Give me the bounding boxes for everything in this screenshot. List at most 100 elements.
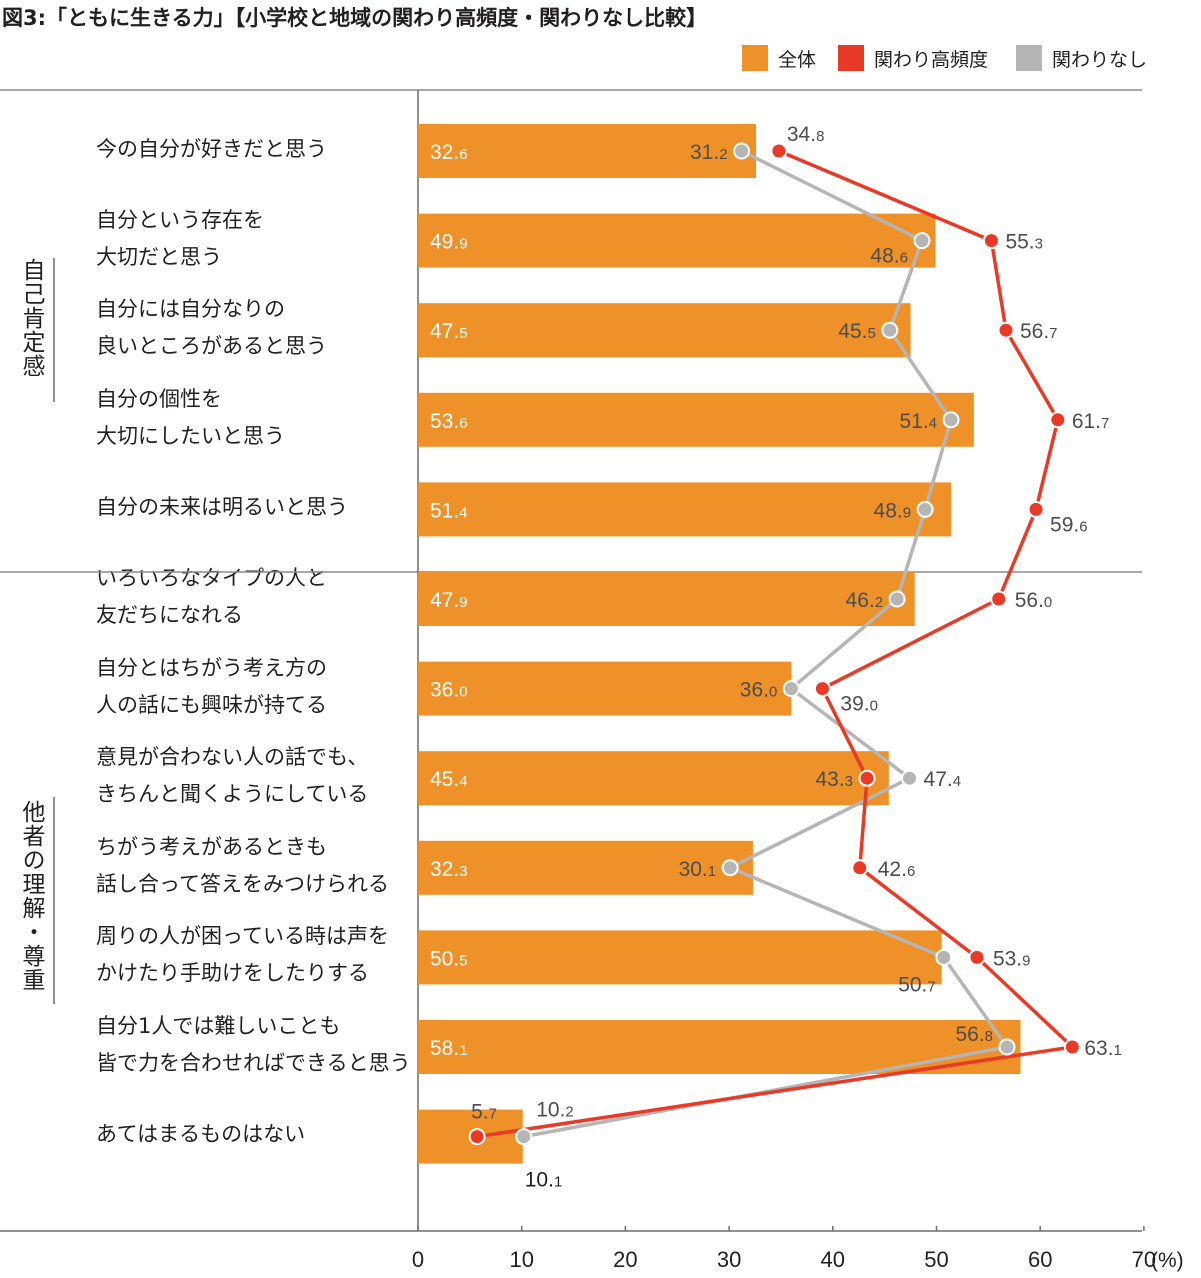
bar-value-label: 53.6 xyxy=(430,410,468,433)
category-label: あてはまるものはない xyxy=(96,1122,306,1147)
bar-value-label: 47.5 xyxy=(430,320,468,343)
point-label-no-engagement: 31.2 xyxy=(690,141,728,164)
line-no-engagement xyxy=(523,149,1009,1139)
bar-overall xyxy=(418,572,915,626)
bar-value-label: 47.9 xyxy=(430,589,468,612)
x-tick-label: 0 xyxy=(412,1247,424,1272)
point-high-engagement xyxy=(982,232,1000,250)
point-no-engagement xyxy=(888,590,906,608)
point-label-no-engagement: 51.4 xyxy=(899,410,937,433)
legend-label-high-engagement: 関わり高頻度 xyxy=(874,48,989,71)
point-label-no-engagement: 50.7 xyxy=(898,973,936,996)
bar-value-label: 32.3 xyxy=(430,858,468,881)
point-high-engagement xyxy=(813,680,831,698)
category-label: ちがう考えがあるときも 話し合って答えをみつけられる xyxy=(96,834,389,896)
legend-swatch-high-engagement xyxy=(838,45,864,71)
bar-value-label: 58.1 xyxy=(430,1037,468,1060)
point-high-engagement xyxy=(968,948,986,966)
point-label-no-engagement: 46.2 xyxy=(846,589,884,612)
point-label-high-engagement: 56.7 xyxy=(1020,320,1058,343)
point-label-high-engagement: 55.3 xyxy=(1005,231,1043,254)
x-tick-label: 70 xyxy=(1132,1247,1156,1272)
bar-overall xyxy=(418,482,952,537)
bar-value-label: 32.6 xyxy=(430,141,468,164)
bar-value-label: 51.4 xyxy=(430,499,468,522)
category-label: 周りの人が困っている時は声を かけたり手助けをしたりする xyxy=(96,924,389,986)
bar-overall xyxy=(418,1020,1021,1074)
category-label: 自分という存在を 大切だと思う xyxy=(96,207,264,269)
category-label: 自分の未来は明るいと思う xyxy=(96,494,348,519)
group-label-self-esteem: 自己肯定感 xyxy=(18,258,44,378)
category-label: 意見が合わない人の話でも、 きちんと聞くようにしている xyxy=(96,745,369,807)
bar-overall xyxy=(418,392,974,447)
legend-item-high-engagement: 関わり高頻度 xyxy=(838,44,988,72)
point-no-engagement xyxy=(913,232,931,250)
line-high-engagement xyxy=(476,149,1075,1139)
point-label-high-engagement: 56.0 xyxy=(1015,589,1053,612)
point-label-high-engagement: 42.6 xyxy=(878,858,916,881)
x-tick-label: 50 xyxy=(924,1247,948,1272)
x-tick-label: 60 xyxy=(1028,1247,1052,1272)
point-high-engagement xyxy=(1063,1038,1081,1056)
category-label: いろいろなタイプの人と 友だちになれる xyxy=(96,566,327,627)
bar-value-label: 10.1 xyxy=(525,1169,563,1192)
point-label-high-engagement: 39.0 xyxy=(840,693,878,716)
legend-item-no-engagement: 関わりなし xyxy=(1016,44,1147,72)
point-no-engagement xyxy=(721,859,739,877)
point-label-high-engagement: 34.8 xyxy=(787,123,825,146)
point-high-engagement xyxy=(858,769,876,787)
point-no-engagement xyxy=(881,321,899,339)
point-label-high-engagement: 59.6 xyxy=(1050,513,1088,536)
point-label-no-engagement: 48.6 xyxy=(870,245,908,268)
legend-label-overall: 全体 xyxy=(778,48,817,71)
point-label-high-engagement: 63.1 xyxy=(1084,1037,1122,1060)
bar-overall xyxy=(418,303,911,358)
point-label-no-engagement: 45.5 xyxy=(838,320,876,343)
group-label-understanding-others: 他者の理解・尊重 xyxy=(18,800,44,992)
bar-overall xyxy=(418,661,792,716)
point-high-engagement xyxy=(1049,411,1067,429)
point-label-high-engagement: 53.9 xyxy=(993,947,1031,970)
legend-swatch-no-engagement xyxy=(1016,45,1042,71)
point-no-engagement xyxy=(782,680,800,698)
point-no-engagement xyxy=(998,1038,1016,1056)
category-label: 自分1人では難しいことも 皆で力を合わせればできると思う xyxy=(96,1014,411,1075)
bar-overall xyxy=(418,213,936,268)
legend-swatch-overall xyxy=(742,45,768,71)
legend-item-overall: 全体 xyxy=(742,44,816,72)
x-tick-label: 30 xyxy=(717,1247,741,1272)
point-high-engagement xyxy=(770,142,788,160)
x-unit-label: (%) xyxy=(1151,1249,1184,1272)
point-no-engagement xyxy=(515,1128,533,1146)
bar-overall xyxy=(418,751,889,806)
chart-title: 図3:「ともに生きる力」【小学校と地域の関わり高頻度・関わりなし比較】 xyxy=(2,6,708,30)
point-no-engagement xyxy=(935,948,953,966)
category-label: 今の自分が好きだと思う xyxy=(96,136,327,161)
point-high-engagement xyxy=(468,1128,486,1146)
bar-overall xyxy=(418,124,757,178)
bar-value-label: 50.5 xyxy=(430,947,468,970)
point-label-no-engagement: 47.4 xyxy=(924,768,962,791)
point-no-engagement xyxy=(901,769,919,787)
x-tick-label: 10 xyxy=(509,1247,533,1272)
bar-overall xyxy=(418,840,753,895)
bar-value-label: 36.0 xyxy=(430,679,468,702)
point-label-no-engagement: 56.8 xyxy=(955,1023,993,1046)
point-label-no-engagement: 30.1 xyxy=(679,858,717,881)
category-label: 自分とはちがう考え方の 人の話にも興味が持てる xyxy=(96,655,327,717)
point-label-high-engagement: 61.7 xyxy=(1072,410,1110,433)
point-label-high-engagement: 5.7 xyxy=(471,1101,497,1124)
point-label-high-engagement: 43.3 xyxy=(815,768,853,791)
point-high-engagement xyxy=(851,859,869,877)
point-no-engagement xyxy=(916,500,934,518)
point-label-no-engagement: 48.9 xyxy=(874,499,912,522)
category-label: 自分の個性を 大切にしたいと思う xyxy=(96,386,285,448)
point-label-no-engagement: 36.0 xyxy=(740,679,778,702)
point-high-engagement xyxy=(997,321,1015,339)
bar-value-label: 45.4 xyxy=(430,768,468,791)
point-label-no-engagement: 10.2 xyxy=(536,1099,574,1122)
point-no-engagement xyxy=(942,411,960,429)
x-tick-label: 40 xyxy=(821,1247,845,1272)
legend-label-no-engagement: 関わりなし xyxy=(1052,48,1148,71)
